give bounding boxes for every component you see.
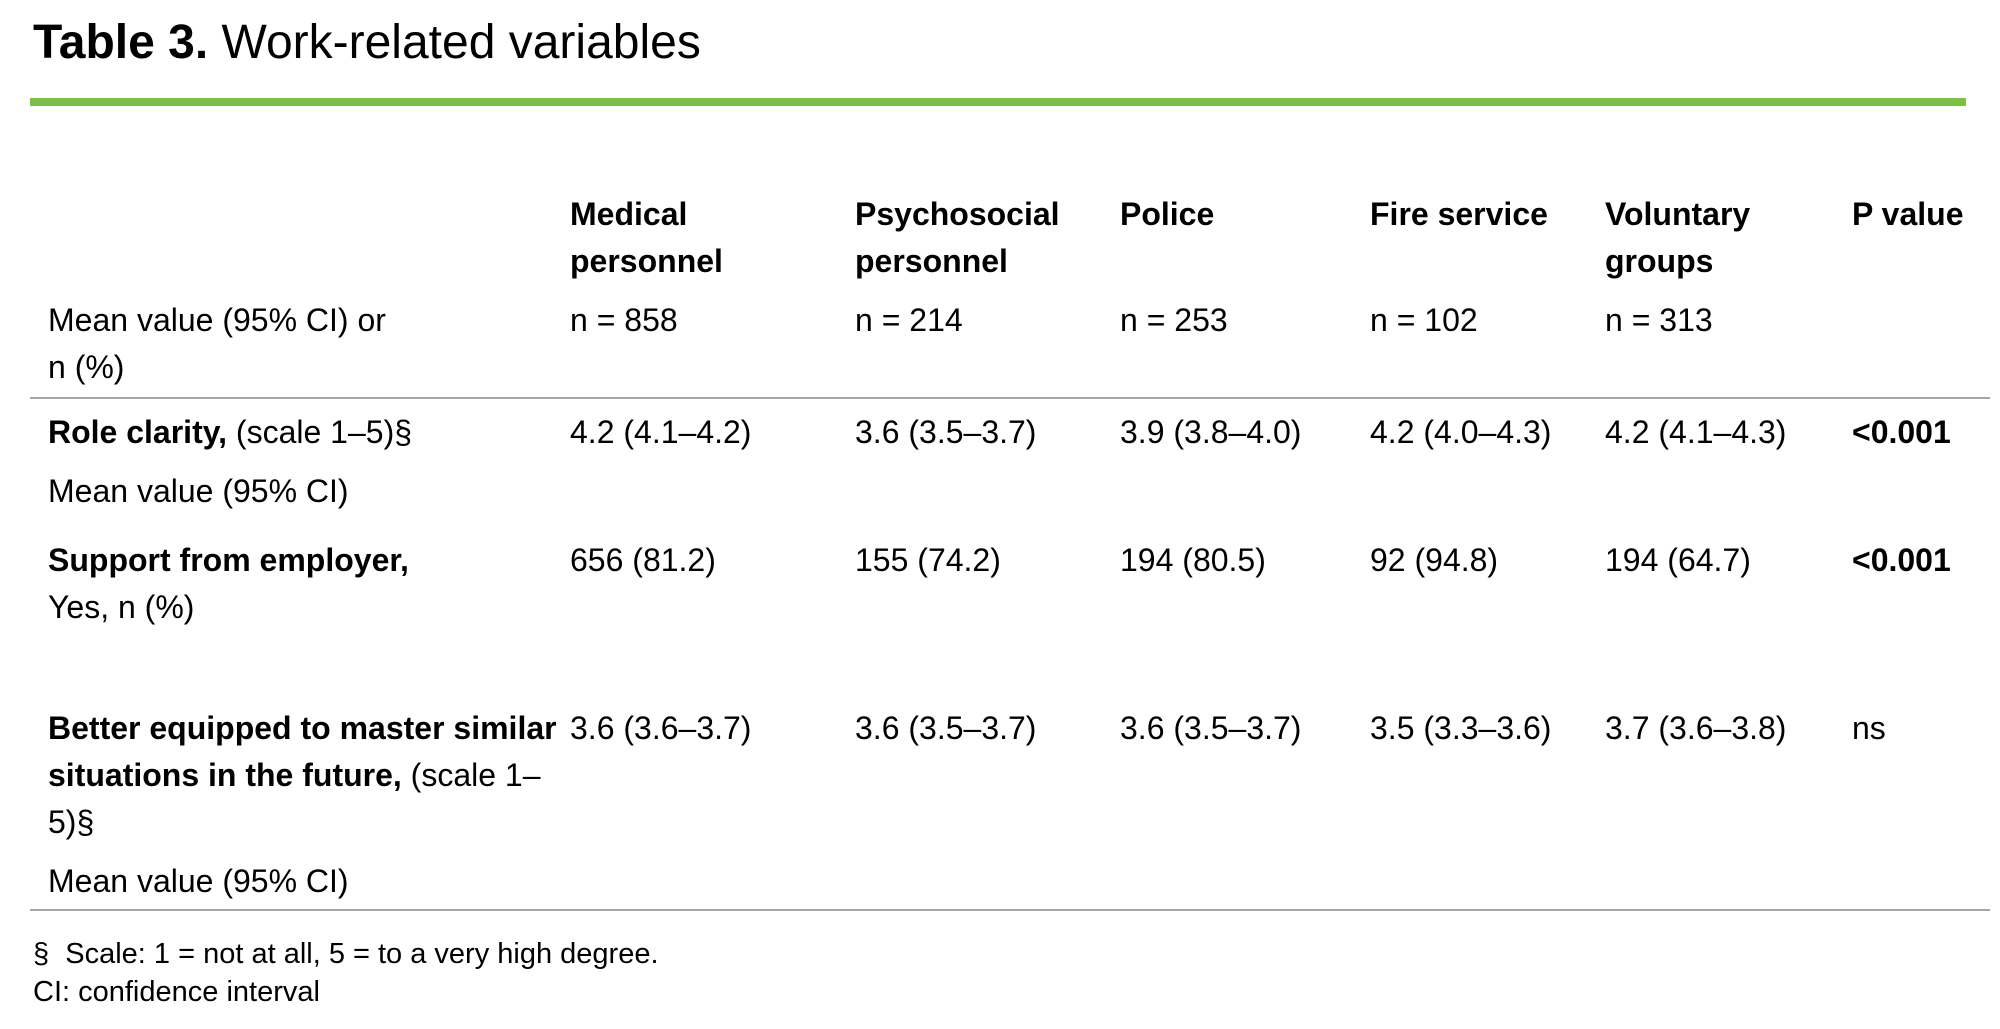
n-cell: n = 253: [1120, 296, 1370, 399]
table-title-number: Table 3.: [33, 16, 222, 69]
value-cell: 3.6 (3.6–3.7): [570, 694, 855, 911]
work-related-variables-table: Medical personnel Psychosocial personnel…: [30, 191, 1990, 911]
table-row-support-from-employer: Support from employer, Yes, n (%) 656 (8…: [30, 527, 1990, 695]
n-cell-empty: [1852, 296, 1990, 399]
table-row-role-clarity: Role clarity, (scale 1–5)§ Mean value (9…: [30, 398, 1990, 527]
column-header-fire-service: Fire service: [1370, 191, 1605, 297]
column-header-p-value: P value: [1852, 191, 1990, 297]
n-cell: n = 858: [570, 296, 855, 399]
column-header-line: personnel: [855, 242, 1008, 279]
value-cell: 3.9 (3.8–4.0): [1120, 413, 1302, 450]
row-label-main: Role clarity, (scale 1–5)§: [48, 409, 570, 456]
p-value-cell: ns: [1852, 694, 1990, 911]
row-label-bold: Support from employer,: [48, 541, 409, 578]
value-cell: 3.7 (3.6–3.8): [1605, 694, 1852, 911]
value-cell: 4.2 (4.0–4.3): [1370, 413, 1552, 450]
value-cell: 3.5 (3.3–3.6): [1370, 694, 1605, 911]
value-cell: 92 (94.8): [1370, 541, 1499, 578]
row-label: Support from employer, Yes, n (%): [30, 527, 570, 695]
value-cell: 4.2 (4.1–4.3): [1605, 413, 1787, 450]
value-cell: 194 (64.7): [1605, 541, 1751, 578]
row-label-main: Support from employer,: [48, 537, 570, 584]
stub-header-line: Mean value (95% CI) or: [48, 301, 386, 338]
n-cell: n = 214: [855, 296, 1120, 399]
row-label: Better equipped to master similar situat…: [30, 694, 570, 911]
column-header-medical-personnel: Medical personnel: [570, 191, 855, 297]
stub-header: Mean value (95% CI) or n (%): [30, 296, 570, 399]
n-cell: n = 102: [1370, 296, 1605, 399]
footnote-ci: CI: confidence interval: [33, 975, 320, 1008]
row-label-rest: (scale 1–5)§: [227, 413, 413, 450]
stub-header-spacer: [30, 191, 570, 297]
column-header-line: groups: [1605, 242, 1714, 279]
value-cell: 3.6 (3.5–3.7): [855, 413, 1037, 450]
table-row-better-equipped: Better equipped to master similar situat…: [30, 694, 1990, 911]
column-header-line: Police: [1120, 195, 1215, 232]
value-cell: 4.2 (4.1–4.2): [570, 413, 752, 450]
column-header-line: Medical: [570, 195, 688, 232]
footnote-scale: § Scale: 1 = not at all, 5 = to a very h…: [33, 937, 659, 970]
row-label-sub: Yes, n (%): [48, 588, 195, 625]
value-cell: 155 (74.2): [855, 541, 1001, 578]
column-header-line: personnel: [570, 242, 723, 279]
row-label: Role clarity, (scale 1–5)§ Mean value (9…: [30, 398, 570, 527]
column-header-psychosocial-personnel: Psychosocial personnel: [855, 191, 1120, 297]
column-header-police: Police: [1120, 191, 1370, 297]
row-label-main: Better equipped to master similar situat…: [48, 705, 570, 846]
column-header-voluntary-groups: Voluntary groups: [1605, 191, 1852, 297]
row-label-rest: (scale 1–5)§: [48, 756, 541, 840]
column-header-line: Voluntary: [1605, 195, 1751, 232]
value-cell: 194 (80.5): [1120, 541, 1266, 578]
n-cell: n = 313: [1605, 296, 1852, 399]
value-cell: 3.6 (3.5–3.7): [1120, 694, 1370, 911]
row-label-sub: Mean value (95% CI): [48, 862, 349, 899]
row-label-bold: Role clarity,: [48, 413, 228, 450]
column-header-line: Psychosocial: [855, 195, 1060, 232]
table-title: Table 3. Work-related variables: [33, 14, 2000, 72]
p-value-cell: <0.001: [1852, 413, 1951, 450]
column-header-row: Medical personnel Psychosocial personnel…: [30, 191, 1990, 297]
top-accent-rule: [30, 97, 1966, 106]
value-cell: 3.6 (3.5–3.7): [855, 694, 1120, 911]
table-title-text: Work-related variables: [221, 16, 701, 69]
value-cell: 656 (81.2): [570, 541, 716, 578]
column-header-line: Fire service: [1370, 195, 1548, 232]
row-label-sub: Mean value (95% CI): [48, 472, 349, 509]
column-header-line: P value: [1852, 195, 1964, 232]
stub-header-line: n (%): [48, 348, 125, 385]
p-value-cell: <0.001: [1852, 541, 1951, 578]
sample-size-row: Mean value (95% CI) or n (%) n = 858 n =…: [30, 296, 1990, 399]
row-label-bold: Better equipped to master similar situat…: [48, 709, 557, 793]
